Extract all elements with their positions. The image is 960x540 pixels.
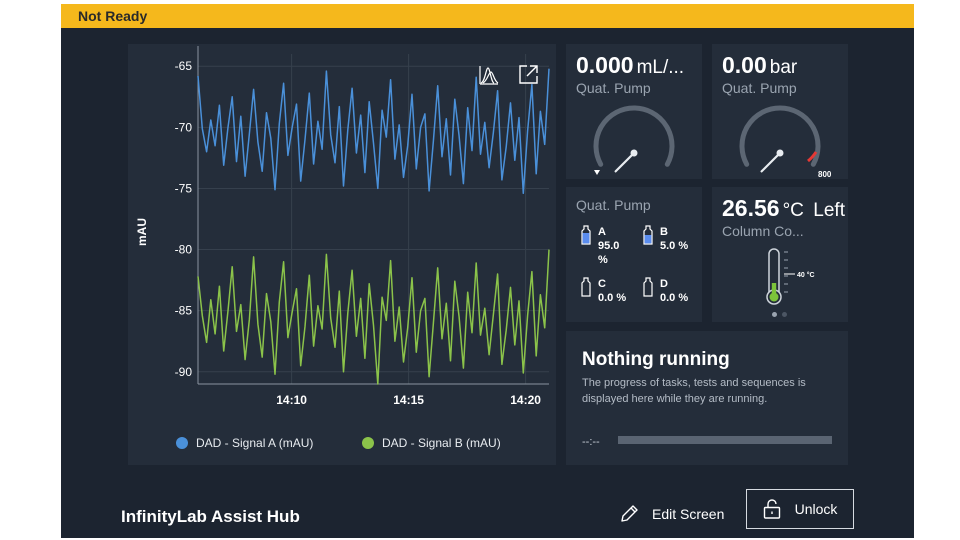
chart-settings-icon[interactable] (479, 66, 499, 85)
pressure-unit: bar (769, 57, 798, 78)
solvent-d: D 0.0 % (642, 277, 688, 305)
pressure-tile[interactable]: 0.00 bar Quat. Pump 800 (712, 44, 848, 179)
solvent-d-percent: 0.0 (660, 292, 676, 304)
solvent-d-unit: % (678, 292, 689, 304)
chart-axes: -65 -70 -75 -80 -85 -90 14:10 14:15 14:20 (175, 46, 549, 407)
unlock-label: Unlock (794, 501, 838, 517)
solvent-a-percent: 95.0 (598, 240, 620, 252)
pager-dot[interactable] (782, 312, 787, 317)
y-tick-label: -85 (175, 304, 193, 318)
pressure-value: 0.00 bar (722, 52, 797, 79)
bottle-icon (581, 225, 591, 245)
solvent-label: Quat. Pump (576, 197, 651, 213)
series-line-signal-b (197, 249, 550, 385)
arrow-down-icon (594, 170, 600, 175)
solvent-tile[interactable]: Quat. Pump A 95.0% B 5.0 % C 0.0 % D 0.0 % (566, 187, 702, 322)
y-tick-label: -65 (175, 59, 193, 73)
solvent-a-letter: A (598, 226, 606, 238)
bottle-icon (643, 277, 653, 297)
solvent-b: B 5.0 % (642, 225, 688, 253)
pressure-number: 0.00 (722, 52, 767, 78)
column-unit: °C (782, 200, 804, 221)
x-tick-label: 14:20 (510, 393, 541, 407)
legend-dot-signal-a (176, 437, 188, 449)
solvent-d-letter: D (660, 278, 668, 290)
flow-gauge (593, 105, 675, 175)
column-label: Column Co... (722, 223, 804, 239)
pressure-max-label: 800 (818, 170, 832, 179)
bottle-icon (581, 277, 591, 297)
signal-chart-panel: -65 -70 -75 -80 -85 -90 14:10 14:15 14:20 mAU DA… (128, 44, 556, 465)
progress-bar (618, 436, 832, 444)
y-axis-label: mAU (135, 218, 149, 246)
y-tick-label: -70 (175, 120, 193, 134)
thermometer-icon: 40 °C (766, 248, 815, 305)
x-tick-label: 14:15 (393, 393, 424, 407)
solvent-a-unit: % (598, 254, 608, 266)
solvent-b-letter: B (660, 226, 668, 238)
progress-time: --:-- (582, 436, 600, 448)
edit-screen-button[interactable]: Edit Screen (618, 497, 724, 531)
solvent-b-percent: 5.0 (660, 240, 676, 252)
status-bar: Not Ready (61, 4, 914, 28)
progress-panel: Nothing running The progress of tasks, t… (566, 331, 848, 465)
signal-chart: -65 -70 -75 -80 -85 -90 14:10 14:15 14:20 mAU (135, 46, 550, 407)
column-side: Left (813, 200, 845, 221)
pressure-label: Quat. Pump (722, 80, 797, 96)
pressure-redline (807, 151, 818, 163)
pressure-needle (760, 151, 782, 173)
column-tile[interactable]: 26.56 °C Left Column Co... 40 °C (712, 187, 848, 322)
progress-description: The progress of tasks, tests and sequenc… (582, 377, 806, 405)
solvent-a: A 95.0% (580, 225, 619, 267)
flow-tile[interactable]: 0.000 mL/... Quat. Pump (566, 44, 702, 179)
progress-title: Nothing running (582, 349, 730, 370)
expand-icon[interactable] (519, 65, 538, 84)
legend-item-signal-b: DAD - Signal B (mAU) (362, 436, 501, 450)
legend-label-signal-a: DAD - Signal A (mAU) (196, 436, 314, 450)
series-line-signal-a (197, 68, 550, 195)
flow-number: 0.000 (576, 52, 634, 78)
app-title: InfinityLab Assist Hub (121, 507, 300, 526)
solvent-b-unit: % (678, 240, 689, 252)
unlock-button[interactable]: Unlock (746, 489, 854, 529)
pressure-gauge: 800 (739, 105, 832, 179)
flow-value: 0.000 mL/... (576, 52, 684, 79)
solvent-c-value: 0.0 % (598, 291, 626, 305)
solvent-c-unit: % (616, 292, 627, 304)
solvent-b-value: 5.0 % (660, 239, 688, 253)
column-number: 26.56 (722, 195, 780, 221)
flow-unit: mL/... (636, 57, 685, 78)
column-setpoint: 40 °C (797, 271, 815, 279)
legend-dot-signal-b (362, 437, 374, 449)
status-text: Not Ready (78, 8, 148, 24)
legend-item-signal-a: DAD - Signal A (mAU) (176, 436, 313, 450)
device-screen: Not Ready -65 -70 -75 -80 -85 -90 14:10 14:15 14… (61, 4, 914, 538)
solvent-c-letter: C (598, 278, 606, 290)
y-tick-label: -90 (175, 365, 193, 379)
legend-label-signal-b: DAD - Signal B (mAU) (382, 436, 501, 450)
solvent-c-percent: 0.0 (598, 292, 614, 304)
solvent-c: C 0.0 % (580, 277, 626, 305)
tile-pager[interactable] (772, 312, 787, 317)
x-tick-label: 14:10 (276, 393, 307, 407)
y-tick-label: -80 (175, 243, 193, 257)
flow-needle (614, 151, 636, 173)
flow-label: Quat. Pump (576, 80, 651, 96)
chart-series (197, 68, 550, 385)
edit-screen-label: Edit Screen (652, 506, 725, 522)
solvent-d-value: 0.0 % (660, 291, 688, 305)
pencil-icon (621, 505, 638, 522)
pager-dot-active[interactable] (772, 312, 777, 317)
column-value: 26.56 °C Left (722, 195, 845, 222)
y-tick-label: -75 (175, 181, 193, 195)
thermometer-level (771, 283, 777, 297)
unlock-icon (763, 499, 780, 519)
bottle-icon (643, 225, 653, 245)
